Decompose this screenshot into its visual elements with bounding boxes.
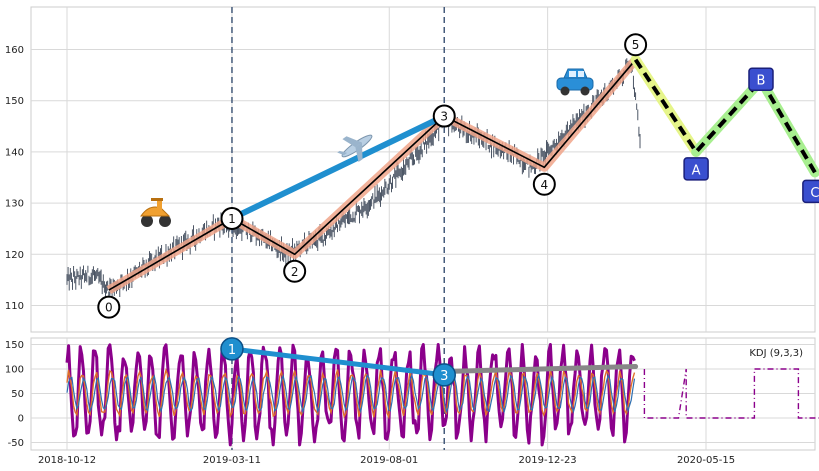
projection-marker-C: C xyxy=(802,179,819,204)
wave-marker-circle xyxy=(283,259,307,283)
divergence-marker-circle xyxy=(432,363,456,387)
y-tick-label: 130 xyxy=(5,199,24,210)
divergence-marker-3: 3 xyxy=(432,363,456,387)
y-tick-label: 0 xyxy=(18,414,24,425)
legend-label: KDJ (9,3,3) xyxy=(749,348,803,359)
projection-marker-box xyxy=(802,179,819,204)
projection-marker-label: A xyxy=(692,163,701,178)
divergence-marker-label: 1 xyxy=(228,343,236,358)
divergence-lines: 13 xyxy=(220,337,639,387)
d-line xyxy=(66,372,636,415)
wave-marker-label: 0 xyxy=(105,301,113,315)
wave-marker-3: 3 xyxy=(432,104,456,128)
trend-line xyxy=(228,113,448,222)
projected-j-line xyxy=(643,368,819,419)
x-tick-label: 2020-05-15 xyxy=(677,455,735,466)
divergence-marker-1: 1 xyxy=(220,337,244,361)
y-tick-label: 150 xyxy=(5,340,24,351)
kdj-lines xyxy=(65,343,819,447)
wave-marker-2: 2 xyxy=(283,259,307,283)
projection-marker-A: A xyxy=(683,157,709,181)
indicator-y-ticks: -50 0 50 100 150 xyxy=(5,340,24,449)
k-line xyxy=(66,367,636,420)
divergence-gray-line xyxy=(441,364,639,374)
y-tick-label: 150 xyxy=(5,96,24,107)
vertical-markers xyxy=(231,7,445,332)
wave-marker-circle xyxy=(220,206,244,230)
x-axis-ticks: 2018-10-12 2019-03-11 2019-08-01 2019-12-23… xyxy=(38,455,735,466)
projection-marker-box xyxy=(683,157,709,181)
y-tick-label: 100 xyxy=(5,365,24,376)
projection-glow-segment xyxy=(691,75,766,157)
x-tick-label: 2019-08-01 xyxy=(360,455,418,466)
y-tick-label: 160 xyxy=(5,45,24,56)
wave-marker-1: 1 xyxy=(220,206,244,230)
y-tick-label: 140 xyxy=(5,147,24,158)
divergence-marker-circle xyxy=(220,337,244,361)
projection-line xyxy=(630,54,819,178)
j-line xyxy=(65,343,636,447)
airplane-icon xyxy=(337,134,373,163)
projection-marker-label: C xyxy=(810,186,819,201)
wave-line-path xyxy=(108,59,637,291)
divergence-blue-line xyxy=(229,346,447,378)
projection-marker-label: B xyxy=(757,74,766,89)
wave-marker-label: 1 xyxy=(228,212,236,226)
wave-marker-0: 0 xyxy=(97,295,121,319)
wave-marker-label: 5 xyxy=(632,38,640,52)
wave-line xyxy=(108,59,637,291)
projection-dashed-path xyxy=(633,58,817,174)
x-tick-label: 2018-10-12 xyxy=(38,455,96,466)
x-tick-label: 2019-12-23 xyxy=(519,455,577,466)
wave-markers: 0 1 2 3 4 5 A B C xyxy=(97,33,819,319)
wave-marker-circle xyxy=(97,295,121,319)
wave-marker-circle xyxy=(624,33,648,57)
scooter-icon xyxy=(140,198,171,227)
price-y-ticks: 110 120 130 140 150 160 xyxy=(5,45,24,312)
wave-marker-circle xyxy=(532,172,556,196)
trend-line-segment xyxy=(228,113,448,222)
wave-marker-label: 4 xyxy=(541,178,549,192)
wave-marker-label: 3 xyxy=(440,110,448,124)
y-tick-label: -50 xyxy=(8,438,24,449)
projection-marker-box xyxy=(748,67,774,91)
x-tick-label: 2019-03-11 xyxy=(203,455,261,466)
projection-marker-B: B xyxy=(748,67,774,91)
wave-marker-4: 4 xyxy=(532,172,556,196)
wave-icons xyxy=(140,68,594,227)
divergence-marker-label: 3 xyxy=(440,369,448,384)
y-tick-label: 50 xyxy=(11,389,24,400)
y-tick-label: 120 xyxy=(5,250,24,261)
y-tick-label: 110 xyxy=(5,301,24,312)
wave-marker-5: 5 xyxy=(624,33,648,57)
car-icon xyxy=(556,68,594,96)
wave-marker-label: 2 xyxy=(291,265,299,279)
wave-marker-circle xyxy=(432,104,456,128)
